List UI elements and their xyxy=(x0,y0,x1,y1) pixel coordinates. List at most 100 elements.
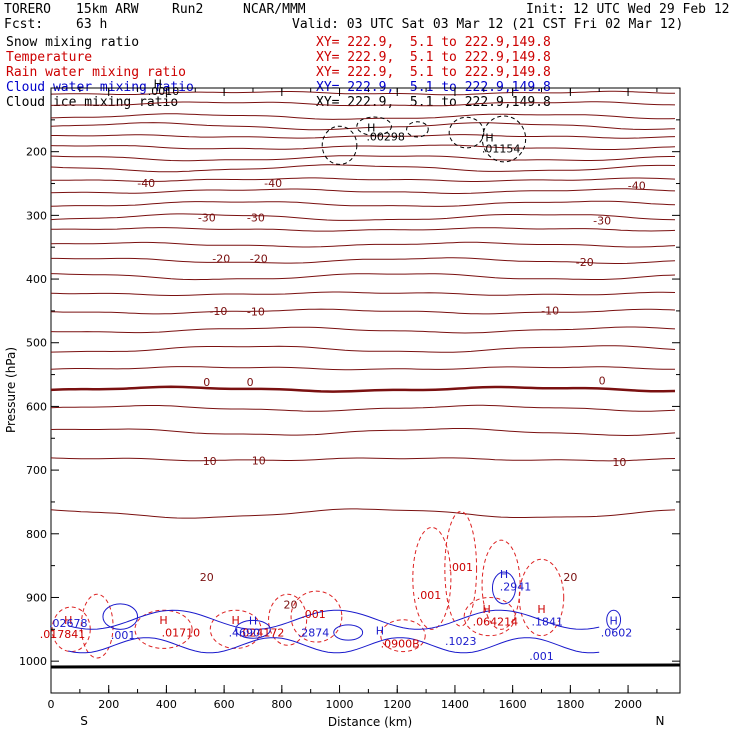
cloud-ice-contour xyxy=(356,116,392,136)
isotherm-label: 0 xyxy=(247,376,254,389)
isotherm-line xyxy=(50,273,676,281)
rain-contour xyxy=(463,596,516,637)
cloud-ice-label: .01154 xyxy=(482,143,521,156)
isotherm-line xyxy=(50,366,675,371)
isotherm-line xyxy=(50,90,676,96)
header-init: Init: 12 UTC Wed 29 Feb 12 xyxy=(526,2,730,17)
isotherm-line xyxy=(50,308,676,315)
cloud-water-contour xyxy=(102,603,139,630)
axes: 0 200 400 600 800 1000 1200 1400 1600 1800 2000200… xyxy=(19,88,680,711)
y-tick-label: 200 xyxy=(26,146,47,159)
cloud-water-contour xyxy=(235,619,271,639)
isotherm-label: -20 xyxy=(212,253,230,266)
x-tick-label: 200 xyxy=(98,698,119,711)
x-tick-label: 1000 xyxy=(326,698,354,711)
isotherm-label: 0 xyxy=(203,376,210,389)
header-run: Run2 xyxy=(172,2,204,17)
field-xy-snow: XY= 222.9, 5.1 to 222.9,149.8 xyxy=(316,35,551,50)
rain-label: H xyxy=(232,614,240,627)
cloud-water-contour xyxy=(333,624,364,641)
rain-contour xyxy=(412,526,452,630)
rain-label: .001 xyxy=(417,589,442,602)
x-axis-label: Distance (km) xyxy=(328,715,412,729)
cloud-water-contour xyxy=(491,571,517,605)
isotherm-line xyxy=(50,227,676,232)
rain-label: H xyxy=(483,603,491,616)
rain-contour xyxy=(268,593,308,646)
rain-label: .001 xyxy=(301,608,326,621)
rain-label: .001 xyxy=(448,561,473,574)
rain-label: .024172 xyxy=(239,627,285,640)
isotherm-line xyxy=(50,241,676,248)
isotherm-line xyxy=(50,155,675,162)
cloud-water-label: .1023 xyxy=(445,635,477,648)
isotherm-line xyxy=(51,134,676,139)
isotherm-line xyxy=(50,291,676,296)
cloud-ice-label: .0010 xyxy=(148,85,180,98)
isotherm-line xyxy=(50,200,676,207)
rain-label: .064214 xyxy=(473,616,519,629)
cloud-water-contour xyxy=(68,609,600,630)
rain-label: .01710 xyxy=(162,627,201,640)
header-resolution: 15km ARW xyxy=(76,2,139,17)
isotherm-label: 0 xyxy=(599,374,606,387)
isotherm-line xyxy=(51,257,676,264)
y-tick-label: 800 xyxy=(26,528,47,541)
rain-contour xyxy=(290,590,343,643)
x-tick-label: 2000 xyxy=(614,698,642,711)
y-tick-label: 1000 xyxy=(19,655,47,668)
cloud-water-label: .4690 xyxy=(229,627,261,640)
y-tick-label: 900 xyxy=(26,591,47,604)
x-tick-label: 800 xyxy=(271,698,292,711)
rain-contour xyxy=(481,539,521,630)
cloud-ice-label: H xyxy=(367,121,375,134)
isotherm-label: -30 xyxy=(198,211,216,224)
isotherm-label: -40 xyxy=(137,177,155,190)
cloud-water-label: .001 xyxy=(529,650,554,663)
x-tick-label: 400 xyxy=(156,698,177,711)
cloud-ice-contour xyxy=(406,121,429,138)
header-org: NCAR/MMM xyxy=(243,2,306,17)
cloud-ice-contour xyxy=(481,115,527,163)
cloud-water-contour xyxy=(606,609,622,630)
x-tick-label: 0 xyxy=(48,698,55,711)
y-axis-label: Pressure (hPa) xyxy=(4,347,18,433)
cloud-water-label: .0602 xyxy=(601,627,633,640)
header-model: TORERO xyxy=(4,2,51,17)
cloud-water-label: .1841 xyxy=(532,616,564,629)
cloud-water-label: H xyxy=(500,568,508,581)
isotherm-line xyxy=(50,326,676,334)
field-name-temperature: Temperature xyxy=(6,50,93,65)
cloud-ice-contour xyxy=(321,125,358,165)
y-tick-label: 600 xyxy=(26,400,47,413)
rain-contour xyxy=(134,609,193,649)
cloud-water-label: .001 xyxy=(111,629,136,642)
cloud-ice-contour xyxy=(448,116,485,149)
ground-line xyxy=(50,663,681,669)
isotherm-label: -10 xyxy=(209,305,227,318)
rain-contour xyxy=(380,619,426,653)
isotherm-label: 10 xyxy=(612,456,626,469)
contour-labels: -40 -40 -40 -30 -30 -30 -20 -20 -20 -10 -10 -10 0 0 0 1… xyxy=(40,78,646,664)
isotherm-label: 10 xyxy=(252,455,266,468)
x-tick-label: 1400 xyxy=(441,698,469,711)
isotherm-line xyxy=(50,213,676,221)
field-name-snow: Snow mixing ratio xyxy=(6,35,140,50)
isotherm-label: 10 xyxy=(203,455,217,468)
x-tick-label: 1800 xyxy=(556,698,584,711)
isotherm-label: -20 xyxy=(576,256,594,269)
isotherm-label: -40 xyxy=(264,177,282,190)
cloud-water-label: .2941 xyxy=(500,581,532,594)
isotherm-line xyxy=(50,164,676,173)
rain-label: .017841 xyxy=(40,628,86,641)
header-fcst-label: Fcst: xyxy=(4,17,44,32)
cloud-water-label: H xyxy=(249,614,257,627)
y-tick-label: 300 xyxy=(26,209,47,222)
isotherm-line xyxy=(50,345,676,353)
rain-contour xyxy=(444,511,478,627)
y-tick-label: 500 xyxy=(26,337,47,350)
isotherm-line xyxy=(50,113,676,120)
isotherm-line xyxy=(50,122,676,131)
isotherm-line xyxy=(50,188,676,194)
